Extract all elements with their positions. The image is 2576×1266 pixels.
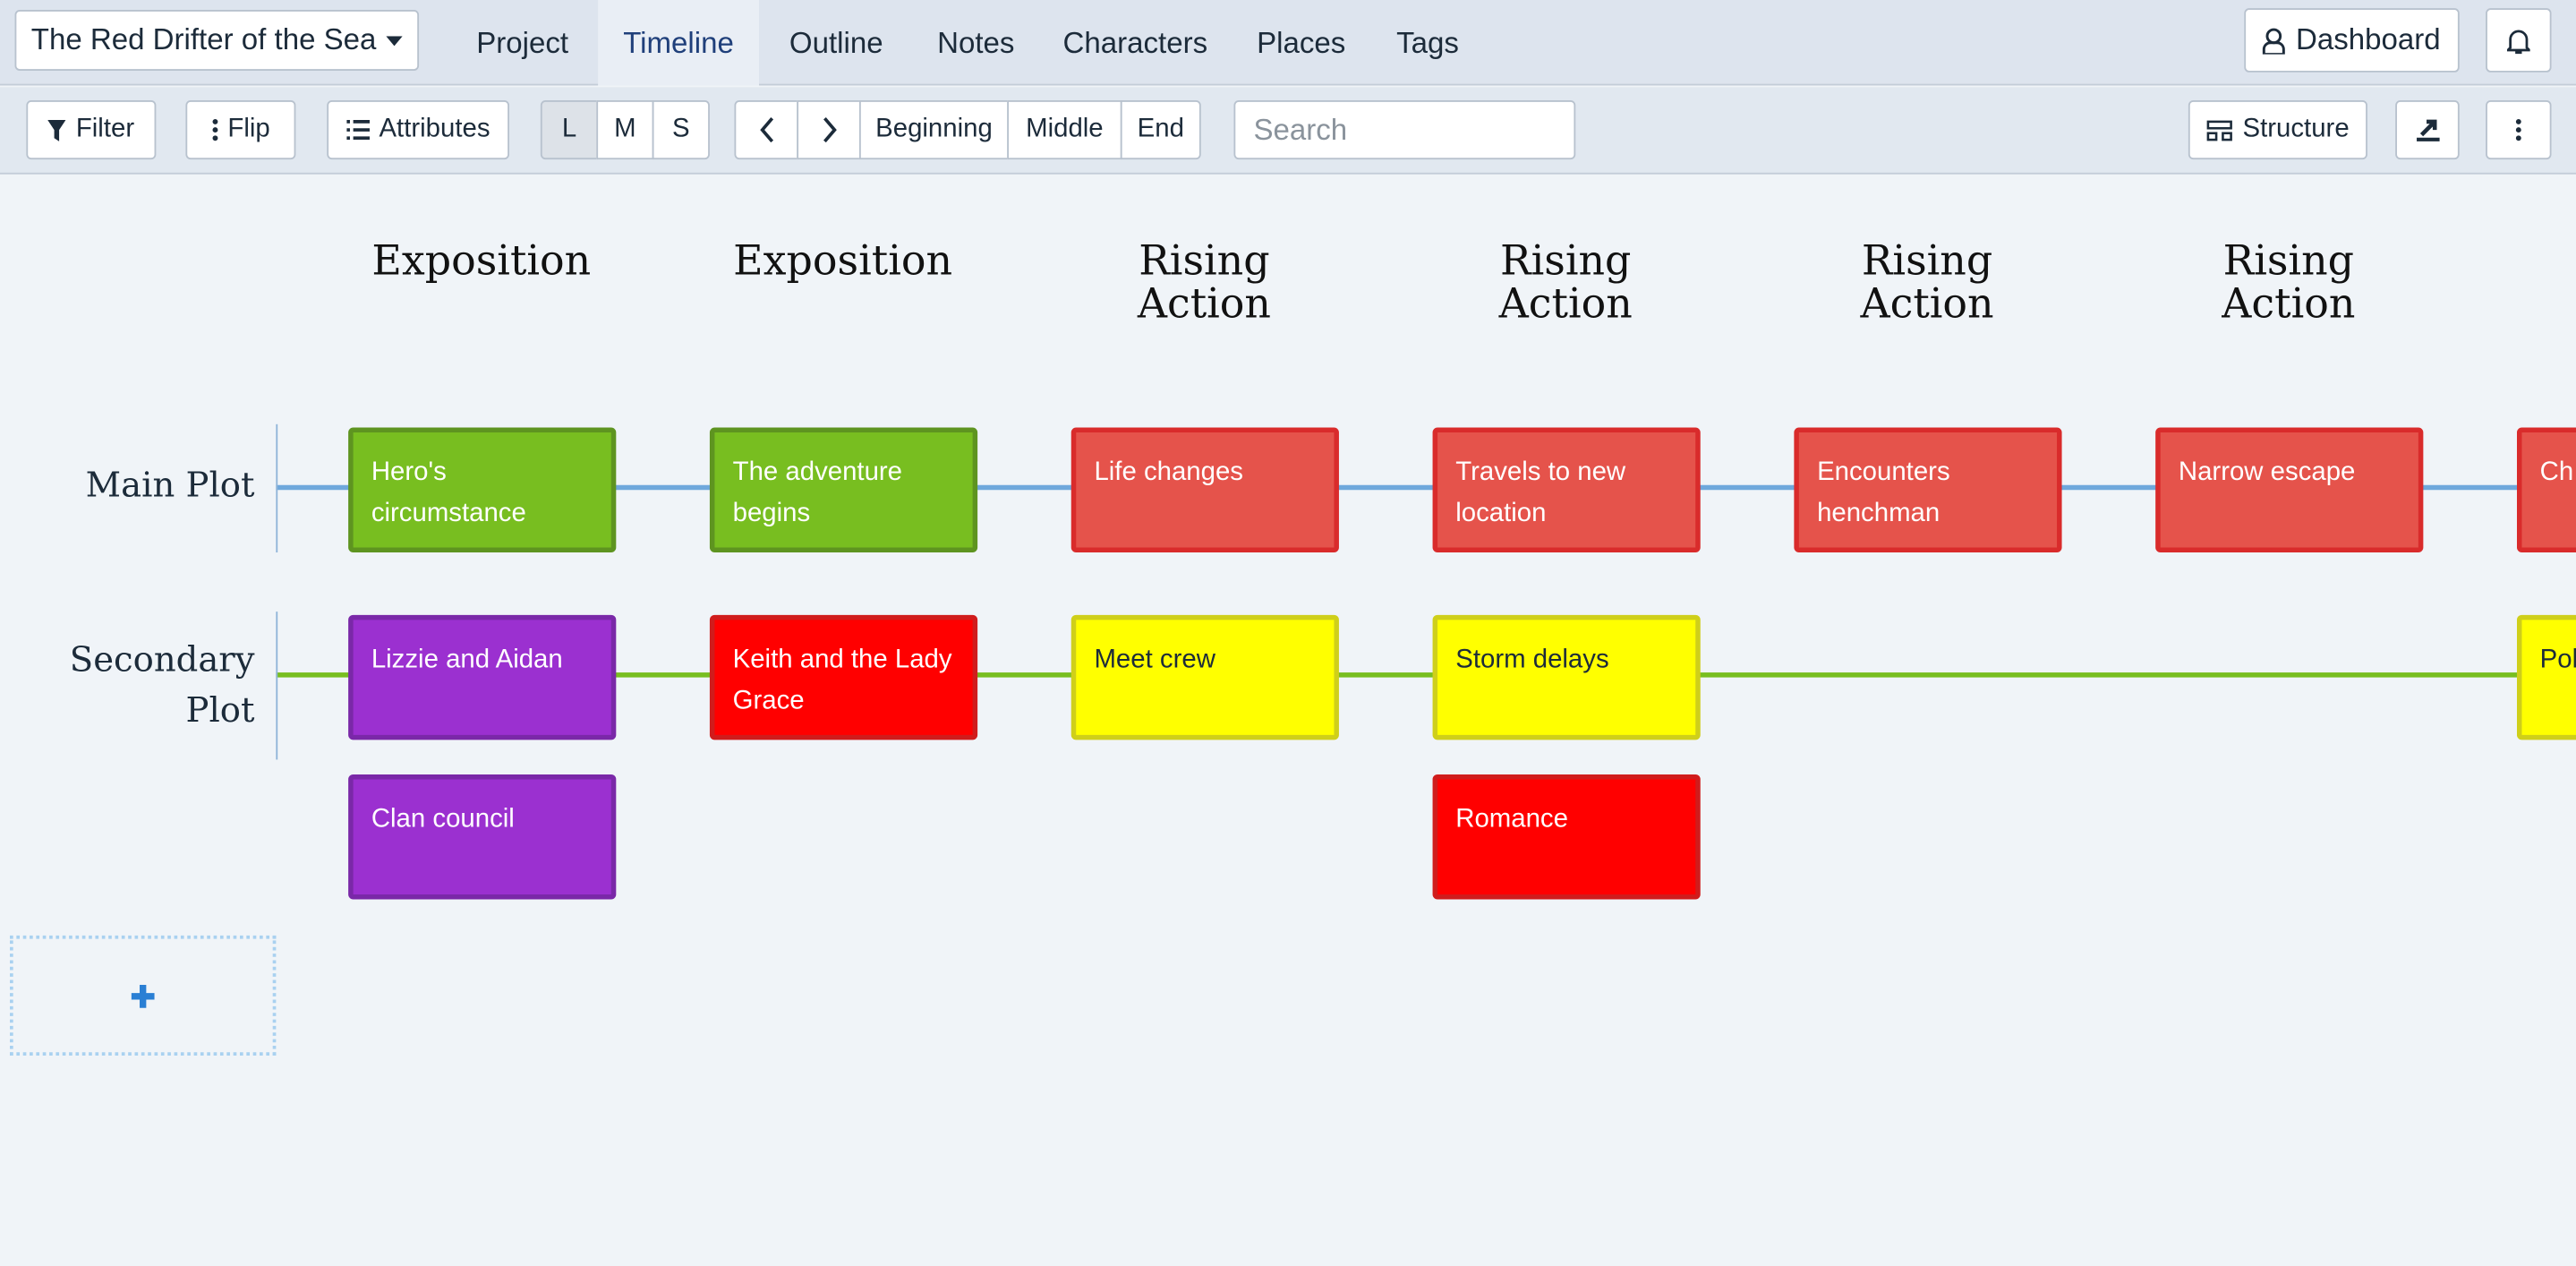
structure-label: Structure: [2242, 115, 2350, 143]
plotline-divider: [276, 423, 278, 553]
add-plotline[interactable]: [10, 935, 277, 1056]
nav-tab[interactable]: Outline: [789, 25, 883, 59]
dots-icon: [2515, 118, 2521, 141]
plotline-line: [276, 483, 2576, 490]
plotline-line: [276, 671, 2576, 677]
section-button[interactable]: Middle: [1007, 100, 1122, 160]
plotline-name: Secondary Plot: [69, 639, 255, 731]
plus-icon: [131, 984, 155, 1007]
scene-card[interactable]: Keith and the Lady Grace: [709, 614, 978, 740]
export-button[interactable]: [2395, 100, 2460, 160]
flip-label: Flip: [227, 115, 270, 143]
dashboard-label: Dashboard: [2296, 22, 2441, 56]
section-button[interactable]: Beginning: [858, 100, 1009, 160]
structure-icon: [2206, 119, 2232, 141]
size-button[interactable]: L: [540, 100, 599, 160]
more-button[interactable]: [2486, 100, 2552, 160]
export-icon: [2416, 119, 2439, 141]
beat-title: Rising Action: [1137, 236, 1271, 328]
attributes-label: Attributes: [379, 115, 490, 143]
scene-card[interactable]: Clan council: [348, 774, 617, 900]
filter-button[interactable]: Filter: [26, 100, 157, 160]
toolbar: Filter Flip Attributes Search Structure …: [0, 87, 2576, 175]
notifications-button[interactable]: [2486, 8, 2552, 73]
list-icon: [345, 120, 370, 141]
book-selector[interactable]: The Red Drifter of the Sea: [14, 10, 420, 71]
search-placeholder: Search: [1253, 112, 1348, 146]
next-button[interactable]: [797, 100, 861, 160]
prev-button[interactable]: [734, 100, 799, 160]
scene-card[interactable]: Travels to new location: [1432, 427, 1701, 553]
scene-card[interactable]: The adventure begins: [709, 427, 978, 553]
bell-icon: [2506, 29, 2530, 54]
size-button[interactable]: S: [652, 100, 710, 160]
scene-card[interactable]: Hero's circumstance: [348, 427, 617, 553]
section-button[interactable]: End: [1120, 100, 1201, 160]
plotline-divider: [276, 612, 278, 760]
header: The Red Drifter of the Sea Dashboard Pro…: [0, 0, 2576, 86]
dashboard-button[interactable]: Dashboard: [2244, 8, 2460, 73]
scene-card[interactable]: Narrow escape: [2155, 427, 2424, 553]
chevron-left: [759, 117, 773, 143]
attributes-button[interactable]: Attributes: [327, 100, 510, 160]
nav-tab[interactable]: Places: [1257, 25, 1346, 59]
user-icon: [2263, 27, 2286, 54]
filter-icon: [47, 119, 66, 141]
beat-title: Exposition: [733, 236, 953, 285]
scene-card[interactable]: Encounters henchman: [1794, 427, 2062, 553]
plotline-name: Main Plot: [85, 465, 255, 505]
search-input[interactable]: Search: [1233, 100, 1576, 160]
beat-title: Rising Action: [2222, 236, 2356, 328]
scene-card[interactable]: Lizzie and Aidan: [348, 614, 617, 740]
book-title: The Red Drifter of the Sea: [30, 22, 377, 56]
beat-title: Rising Action: [1860, 236, 1994, 328]
nav-tab[interactable]: Tags: [1396, 25, 1459, 59]
dots-icon: [211, 118, 218, 141]
size-button[interactable]: M: [596, 100, 654, 160]
nav-tab[interactable]: Project: [476, 25, 569, 59]
scene-card[interactable]: Meet crew: [1070, 614, 1339, 740]
chevron-right: [823, 117, 836, 143]
caret: [386, 35, 403, 46]
scene-card[interactable]: Romance: [1432, 774, 1701, 900]
nav-tab[interactable]: Timeline: [598, 0, 760, 86]
nav-tab[interactable]: Characters: [1062, 25, 1208, 59]
beat-title: Exposition: [371, 236, 592, 285]
structure-button[interactable]: Structure: [2188, 100, 2367, 160]
scene-card[interactable]: Storm delays: [1432, 614, 1701, 740]
scene-card[interactable]: Life changes: [1070, 427, 1339, 553]
flip-button[interactable]: Flip: [185, 100, 296, 160]
beat-title: Rising Action: [1498, 236, 1633, 328]
filter-label: Filter: [75, 115, 135, 143]
nav-tab[interactable]: Notes: [937, 25, 1015, 59]
scene-card[interactable]: Ch: [2516, 427, 2576, 553]
scene-card[interactable]: Poli: [2516, 614, 2576, 740]
